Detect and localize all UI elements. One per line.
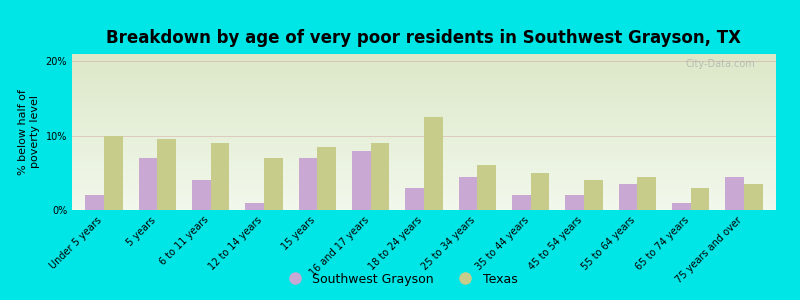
Bar <box>246 202 264 210</box>
Bar <box>192 180 210 210</box>
Bar <box>352 151 370 210</box>
Bar <box>726 177 744 210</box>
Bar <box>86 195 104 210</box>
Bar <box>158 140 176 210</box>
Y-axis label: % below half of
poverty level: % below half of poverty level <box>18 89 40 175</box>
Bar <box>638 177 656 210</box>
Bar <box>264 158 282 210</box>
Bar <box>210 143 230 210</box>
Bar <box>672 202 690 210</box>
Bar <box>584 180 602 210</box>
Bar <box>370 143 390 210</box>
Bar <box>318 147 336 210</box>
Bar <box>530 173 550 210</box>
Bar <box>424 117 442 210</box>
Bar <box>690 188 710 210</box>
Bar <box>104 136 122 210</box>
Bar <box>566 195 584 210</box>
Legend: Southwest Grayson, Texas: Southwest Grayson, Texas <box>278 268 522 291</box>
Bar <box>478 165 496 210</box>
Bar <box>138 158 158 210</box>
Text: City-Data.com: City-Data.com <box>685 59 755 69</box>
Title: Breakdown by age of very poor residents in Southwest Grayson, TX: Breakdown by age of very poor residents … <box>106 29 742 47</box>
Bar <box>298 158 318 210</box>
Bar <box>458 177 478 210</box>
Bar <box>618 184 638 210</box>
Bar <box>406 188 424 210</box>
Bar <box>512 195 530 210</box>
Bar <box>744 184 762 210</box>
